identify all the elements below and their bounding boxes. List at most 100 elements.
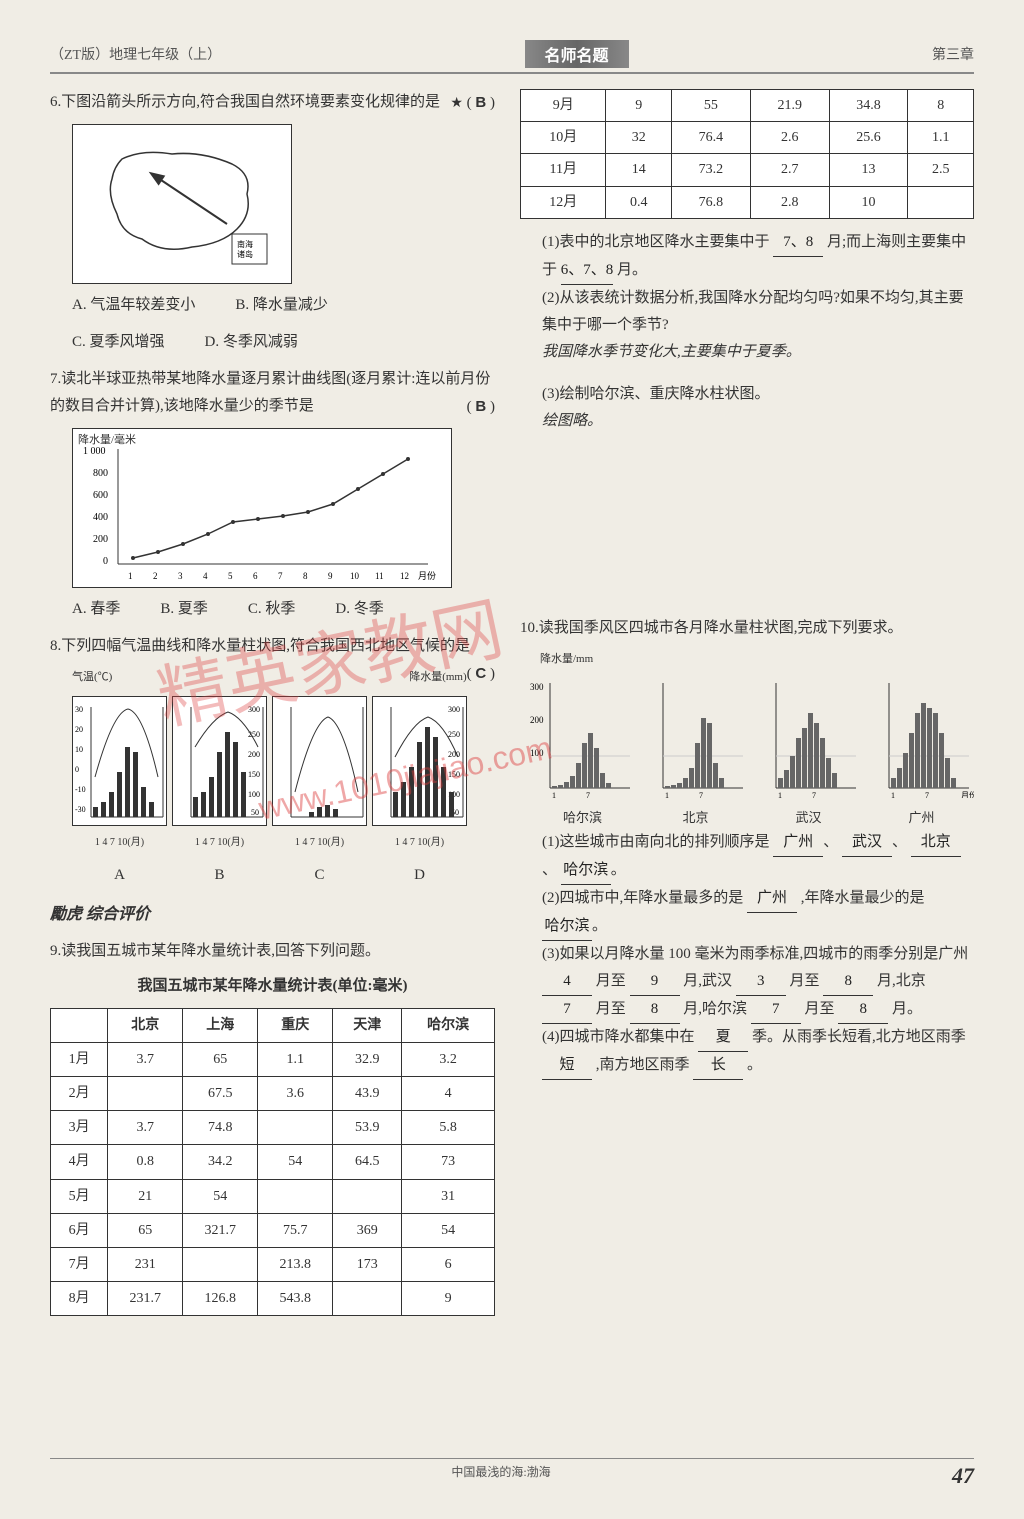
bar-wuhan: 17 [756,678,861,798]
svg-text:200: 200 [93,534,108,545]
q10-part2: (2)四城市中,年降水量最多的是 广州 ,年降水量最少的是 哈尔滨。 [520,885,974,941]
page-number: 47 [952,1463,974,1489]
svg-text:250: 250 [248,730,260,739]
q8-text: 8.下列四幅气温曲线和降水量柱状图,符合我国西北地区气候的是 ( C ) [50,633,495,660]
svg-text:7: 7 [812,791,816,798]
svg-text:200: 200 [448,750,460,759]
q7-answer: B [475,398,486,415]
table-row: 8月231.7126.8543.89 [51,1282,495,1316]
svg-text:30: 30 [75,705,83,714]
table-row: 1月3.7651.132.93.2 [51,1042,495,1076]
table-row: 5月215431 [51,1179,495,1213]
right-column: 9月95521.934.8810月3276.42.625.61.111月1473… [520,89,974,1324]
svg-text:7: 7 [278,571,283,581]
svg-text:600: 600 [93,490,108,501]
label-c: C [272,862,367,889]
q6-answer: B [475,94,486,111]
q9-text: 9.读我国五城市某年降水量统计表,回答下列问题。 [50,938,495,965]
chart-b: 30025020015010050 [172,696,267,826]
chart-d: 30025020015010050 [372,696,467,826]
svg-text:150: 150 [448,770,460,779]
svg-text:1: 1 [891,791,895,798]
q9p3-answer: 绘图略。 [520,408,974,435]
table-row: 2月67.53.643.94 [51,1076,495,1110]
table-row: 12月0.476.82.810 [521,186,974,218]
q10-city-labels: 哈尔滨 北京 武汉 广州 [520,806,974,829]
q7-text: 7.读北半球亚热带某地降水量逐月累计曲线图(逐月累计:连以前月份的数目合并计算)… [50,366,495,420]
q7-chart: 降水量/毫米 1 000 800 600 400 200 0 12 34 56 [72,428,452,588]
q6-opt-d: D. 冬季风减弱 [205,329,298,356]
header-right: 第三章 [932,44,974,64]
svg-text:月份: 月份 [418,570,436,581]
left-column: 6.下图沿箭头所示方向,符合我国自然环境要素变化规律的是 ★ ( B ) 南海 … [50,89,495,1324]
svg-text:200: 200 [530,715,544,725]
svg-text:1: 1 [665,791,669,798]
table-row: 3月3.774.853.95.8 [51,1111,495,1145]
temp-label: 气温(℃) [72,668,112,688]
q9p1-ans1: 7、8 [773,229,823,257]
q8-num: 8. [50,638,61,654]
bar-beijing: 17 [643,678,748,798]
map-svg: 南海 诸岛 [92,139,272,269]
svg-text:8: 8 [303,571,308,581]
table-row: 4月0.834.25464.573 [51,1145,495,1179]
svg-text:2: 2 [153,571,158,581]
svg-text:50: 50 [251,808,259,817]
page-footer: 中国最浅的海:渤海 47 [50,1458,974,1489]
label-a: A [72,862,167,889]
q8-x-labels: 1 4 7 10(月) 1 4 7 10(月) 1 4 7 10(月) 1 4 … [50,834,495,852]
bar-guangzhou: 17月份 [869,678,974,798]
svg-text:1: 1 [552,791,556,798]
svg-text:20: 20 [75,725,83,734]
line-chart-svg: 1 000 800 600 400 200 0 12 34 56 78 910 … [78,434,448,584]
svg-text:9: 9 [328,571,333,581]
svg-text:3: 3 [178,571,183,581]
y-axis-label: 降水量/毫米 [78,431,136,451]
svg-text:100: 100 [530,748,544,758]
table-title: 我国五城市某年降水量统计表(单位:毫米) [50,973,495,1000]
svg-text:月份: 月份 [961,790,974,798]
q7-num: 7. [50,371,61,387]
svg-text:南海: 南海 [237,239,253,249]
table-row: 9月95521.934.88 [521,90,974,122]
q9-part1: (1)表中的北京地区降水主要集中于 7、8 月;而上海则主要集中于 6、7、8 … [520,229,974,285]
q9p2-answer: 我国降水季节变化大,主要集中于夏季。 [520,339,974,366]
q9p1-ans2: 6、7、8 [561,257,614,285]
q8-answer: C [475,665,486,682]
svg-text:800: 800 [93,468,108,479]
section-header: 勵虎 综合评价 [50,901,495,930]
q7-opt-d: D. 冬季 [335,596,383,623]
precip-label: 降水量(mm) [409,668,466,688]
table-row: 7月231213.81736 [51,1247,495,1281]
precipitation-table: 北京 上海 重庆 天津 哈尔滨 1月3.7651.132.93.22月67.53… [50,1008,495,1317]
q10-part4: (4)四城市降水都集中在 夏 季。从雨季长短看,北方地区雨季 短 ,南方地区雨季… [520,1024,974,1080]
label-b: B [172,862,267,889]
svg-text:100: 100 [248,790,260,799]
q10-charts: 30020010017 17 17 17月份 [520,678,974,798]
svg-text:12: 12 [400,571,409,581]
q6-opt-b: B. 降水量减少 [235,292,328,319]
svg-text:7: 7 [586,791,590,798]
svg-text:1: 1 [128,571,133,581]
bar-harbin: 30020010017 [530,678,635,798]
svg-text:150: 150 [248,770,260,779]
q7-opt-b: B. 夏季 [160,596,208,623]
svg-text:300: 300 [448,705,460,714]
footer-center: 中国最浅的海:渤海 [451,1463,550,1489]
svg-text:400: 400 [93,512,108,523]
svg-text:-10: -10 [75,785,86,794]
table-header-row: 北京 上海 重庆 天津 哈尔滨 [51,1008,495,1042]
table-row: 11月1473.22.7132.5 [521,154,974,186]
table-continuation: 9月95521.934.8810月3276.42.625.61.111月1473… [520,89,974,219]
q10-ylabel: 降水量/mm [520,650,974,670]
star-icon: ★ [450,96,463,111]
svg-text:10: 10 [75,745,83,754]
q10-part1: (1)这些城市由南向北的排列顺序是 广州、 武汉、 北京、 哈尔滨。 [520,829,974,885]
svg-text:7: 7 [699,791,703,798]
page-header: （ZT版）地理七年级（上） 名师名题 第三章 [50,40,974,74]
q6-text: 6.下图沿箭头所示方向,符合我国自然环境要素变化规律的是 ★ ( B ) [50,89,495,116]
q6-opt-c: C. 夏季风增强 [72,329,165,356]
svg-text:11: 11 [375,571,384,581]
svg-text:300: 300 [248,705,260,714]
china-map: 南海 诸岛 [72,124,292,284]
